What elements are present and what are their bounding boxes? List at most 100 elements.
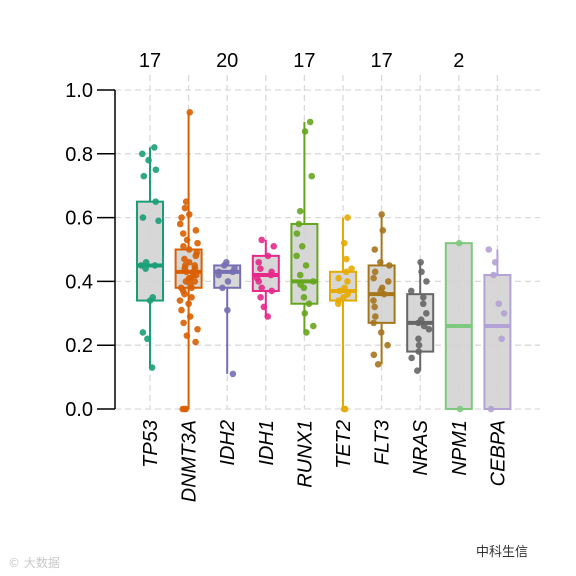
watermark-left: © 大数据 xyxy=(8,556,60,570)
data-point xyxy=(194,325,201,333)
data-point xyxy=(264,252,272,260)
data-point xyxy=(379,227,387,234)
data-point xyxy=(455,239,463,247)
data-point xyxy=(178,306,185,314)
data-point xyxy=(142,265,149,272)
data-point xyxy=(500,310,508,317)
data-point xyxy=(144,335,151,343)
box-RUNX1 xyxy=(290,118,319,336)
x-label-TET2: TET2 xyxy=(333,420,355,469)
data-point xyxy=(260,303,268,311)
x-label-NRAS: NRAS xyxy=(410,419,432,475)
data-point xyxy=(255,258,263,266)
box-NPM1 xyxy=(444,239,473,413)
box-CEBPA xyxy=(483,246,512,413)
data-point xyxy=(192,338,199,346)
data-point xyxy=(425,325,433,333)
box-TP53 xyxy=(136,144,164,371)
data-point xyxy=(343,255,350,263)
data-point xyxy=(257,265,264,272)
count-labels: 17 20 17 17 2 xyxy=(139,50,464,72)
data-point xyxy=(139,214,147,221)
data-point xyxy=(181,405,188,413)
data-point xyxy=(188,294,195,301)
data-point xyxy=(378,211,385,218)
data-point xyxy=(148,364,156,371)
box-iqr xyxy=(483,274,512,410)
data-point xyxy=(419,300,427,308)
data-point xyxy=(415,335,422,343)
data-point xyxy=(335,274,342,282)
x-label-IDH2: IDH2 xyxy=(217,420,239,466)
y-tick-label: 0.0 xyxy=(65,399,93,421)
data-point xyxy=(180,319,187,327)
box-TET2 xyxy=(329,214,357,413)
data-point xyxy=(306,118,314,126)
data-point xyxy=(139,329,147,336)
box-NRAS xyxy=(406,258,435,375)
y-tick-label: 0.8 xyxy=(65,144,93,166)
data-point xyxy=(215,271,222,279)
data-point xyxy=(185,246,193,253)
data-point xyxy=(300,284,308,292)
data-point xyxy=(491,258,499,266)
data-point xyxy=(370,351,378,359)
data-point xyxy=(188,284,195,292)
data-point xyxy=(268,287,276,295)
count-label: 2 xyxy=(453,50,464,72)
data-point xyxy=(371,268,379,276)
count-label: 17 xyxy=(370,50,392,72)
data-point xyxy=(183,332,191,339)
data-point xyxy=(419,294,427,301)
data-point xyxy=(180,243,187,250)
box-FLT3 xyxy=(367,211,396,368)
x-label-RUNX1: RUNX1 xyxy=(294,420,316,488)
data-point xyxy=(179,230,187,237)
x-axis-labels: TP53 DNMT3A IDH2 IDH1 RUNX1 TET2 FLT3 NRAS NPM1 C… xyxy=(140,419,509,502)
data-point xyxy=(414,367,421,375)
data-point xyxy=(295,220,303,228)
data-point xyxy=(258,236,266,244)
data-point xyxy=(183,236,191,244)
data-point xyxy=(258,284,265,292)
data-point xyxy=(341,284,348,292)
data-point xyxy=(341,405,349,413)
data-point xyxy=(151,262,159,269)
data-point xyxy=(423,278,430,285)
data-point xyxy=(377,329,385,336)
data-point xyxy=(420,322,428,330)
data-point xyxy=(192,252,200,260)
data-point xyxy=(344,278,351,285)
data-point xyxy=(255,278,263,285)
data-point xyxy=(415,341,423,349)
y-tick-label: 0.6 xyxy=(65,208,93,230)
box-IDH1 xyxy=(251,236,280,320)
data-point xyxy=(229,370,237,378)
data-point xyxy=(498,335,506,343)
data-point xyxy=(309,278,317,285)
data-point xyxy=(374,361,382,368)
data-point xyxy=(370,319,378,327)
data-point xyxy=(224,278,232,285)
data-point xyxy=(142,258,150,266)
data-point xyxy=(181,255,188,263)
data-point xyxy=(145,156,152,164)
data-point xyxy=(270,243,278,250)
data-point xyxy=(371,246,379,253)
data-point xyxy=(456,405,464,413)
data-point xyxy=(185,211,193,218)
data-point xyxy=(303,329,310,336)
data-point xyxy=(385,278,392,285)
data-point xyxy=(192,227,200,234)
data-point xyxy=(418,268,425,276)
boxes xyxy=(136,109,512,413)
data-point xyxy=(490,271,497,279)
data-point xyxy=(334,300,342,308)
data-point xyxy=(372,313,379,320)
data-point xyxy=(264,313,272,320)
x-label-IDH1: IDH1 xyxy=(256,420,278,466)
data-point xyxy=(140,172,148,180)
data-point xyxy=(176,220,184,228)
data-point xyxy=(186,313,194,320)
